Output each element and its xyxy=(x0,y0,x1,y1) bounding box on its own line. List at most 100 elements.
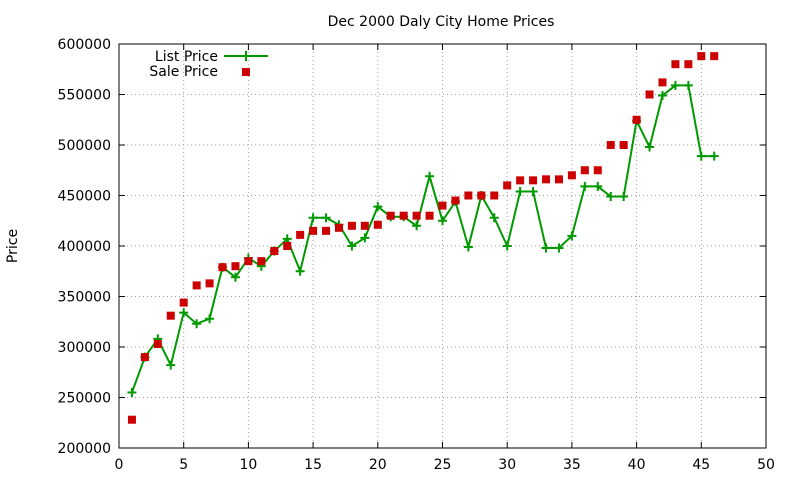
data-point-sale-price xyxy=(334,223,343,232)
data-point-sale-price xyxy=(477,191,486,200)
data-point-sale-price xyxy=(127,415,136,424)
data-point-list-price xyxy=(670,80,680,90)
y-tick-label: 200000 xyxy=(58,441,111,457)
data-point-list-price xyxy=(192,319,202,329)
data-point-sale-price xyxy=(283,242,292,250)
x-tick-label: 15 xyxy=(304,457,322,473)
x-tick-label: 40 xyxy=(628,457,646,473)
data-point-list-price xyxy=(373,202,383,212)
data-point-sale-price xyxy=(632,115,641,124)
data-point-sale-price xyxy=(529,176,538,185)
data-point-list-price xyxy=(463,242,473,252)
legend: List Price Sale Price xyxy=(149,49,268,80)
x-tick-label: 50 xyxy=(757,457,775,473)
x-tick-label: 20 xyxy=(369,457,387,473)
legend-marker-list-price xyxy=(241,51,251,61)
y-tick-label: 300000 xyxy=(58,340,111,356)
data-point-sale-price xyxy=(710,52,719,61)
x-tick-label: 35 xyxy=(563,457,581,473)
data-point-list-price xyxy=(295,266,305,276)
x-tick-label: 10 xyxy=(239,457,257,473)
data-point-sale-price xyxy=(658,78,667,87)
data-point-sale-price xyxy=(438,201,447,210)
data-point-list-price xyxy=(515,186,525,196)
y-tick-label: 450000 xyxy=(58,189,111,205)
data-point-sale-price xyxy=(554,175,563,184)
data-point-list-price xyxy=(321,213,331,223)
data-point-list-price xyxy=(657,91,667,101)
x-tick-label: 45 xyxy=(692,457,710,473)
data-point-sale-price xyxy=(179,298,188,307)
data-point-sale-price xyxy=(192,281,201,290)
data-point-sale-price xyxy=(580,166,589,175)
series-line-list-price xyxy=(131,84,715,393)
data-point-list-price xyxy=(709,151,719,161)
y-axis-tick-labels: 200000 250000 300000 350000 400000 450000 5000… xyxy=(58,37,111,457)
y-tick-label: 550000 xyxy=(58,88,111,104)
data-point-list-price xyxy=(696,151,706,161)
data-point-sale-price xyxy=(606,141,615,149)
data-point-sale-price xyxy=(593,166,602,175)
legend-label-list-price: List Price xyxy=(155,49,218,65)
data-point-sale-price xyxy=(140,353,149,362)
x-tick-label: 0 xyxy=(115,457,124,473)
data-point-list-price xyxy=(205,314,215,324)
data-point-list-price xyxy=(502,241,512,251)
data-point-sale-price xyxy=(412,211,421,220)
y-tick-label: 500000 xyxy=(58,138,111,154)
data-point-sale-price xyxy=(153,339,162,348)
data-point-sale-price xyxy=(567,171,576,180)
x-tick-label: 30 xyxy=(498,457,516,473)
data-point-sale-price xyxy=(257,257,266,266)
data-point-sale-price xyxy=(166,311,175,320)
data-point-list-price xyxy=(683,80,693,90)
series-list-price xyxy=(127,80,719,397)
data-point-sale-price xyxy=(270,247,279,256)
data-point-sale-price xyxy=(231,262,240,271)
legend-marker-sale-price xyxy=(242,68,250,76)
y-tick-label: 400000 xyxy=(58,239,111,255)
data-point-sale-price xyxy=(542,175,551,184)
y-tick-label: 250000 xyxy=(58,391,111,407)
data-point-list-price xyxy=(438,216,447,226)
data-point-sale-price xyxy=(309,226,318,235)
data-point-sale-price xyxy=(671,60,680,69)
grid xyxy=(119,44,766,448)
data-point-sale-price xyxy=(516,176,525,185)
data-point-sale-price xyxy=(425,211,434,220)
data-point-list-price xyxy=(645,142,655,152)
axis-ticks xyxy=(118,43,767,449)
data-point-sale-price xyxy=(451,196,460,205)
legend-label-sale-price: Sale Price xyxy=(149,64,218,80)
data-point-list-price xyxy=(425,171,435,181)
data-point-sale-price xyxy=(503,181,512,190)
data-point-sale-price xyxy=(697,52,706,61)
data-point-list-price xyxy=(554,243,564,253)
y-axis-label: Price xyxy=(5,229,21,263)
data-point-list-price xyxy=(528,186,538,196)
data-point-list-price xyxy=(127,387,137,397)
data-point-list-price xyxy=(230,272,240,282)
data-point-sale-price xyxy=(645,90,654,99)
x-axis-tick-labels: 0 5 10 15 20 25 30 35 40 45 50 xyxy=(115,457,775,473)
data-point-list-price xyxy=(347,241,357,251)
data-point-list-price xyxy=(489,213,499,223)
data-point-list-price xyxy=(308,213,318,223)
data-point-sale-price xyxy=(244,257,253,266)
data-point-list-price xyxy=(593,181,603,191)
series xyxy=(127,52,719,424)
data-point-sale-price xyxy=(386,211,395,220)
data-point-sale-price xyxy=(296,230,305,239)
data-point-sale-price xyxy=(464,191,473,200)
data-point-list-price xyxy=(166,360,176,370)
data-point-sale-price xyxy=(347,221,356,230)
data-point-list-price xyxy=(282,234,292,244)
data-point-list-price xyxy=(179,308,189,318)
data-point-sale-price xyxy=(619,141,628,149)
series-sale-price xyxy=(127,52,719,424)
data-point-list-price xyxy=(412,221,422,231)
data-point-list-price xyxy=(360,233,370,243)
data-point-sale-price xyxy=(373,220,382,229)
data-point-list-price xyxy=(567,231,577,241)
